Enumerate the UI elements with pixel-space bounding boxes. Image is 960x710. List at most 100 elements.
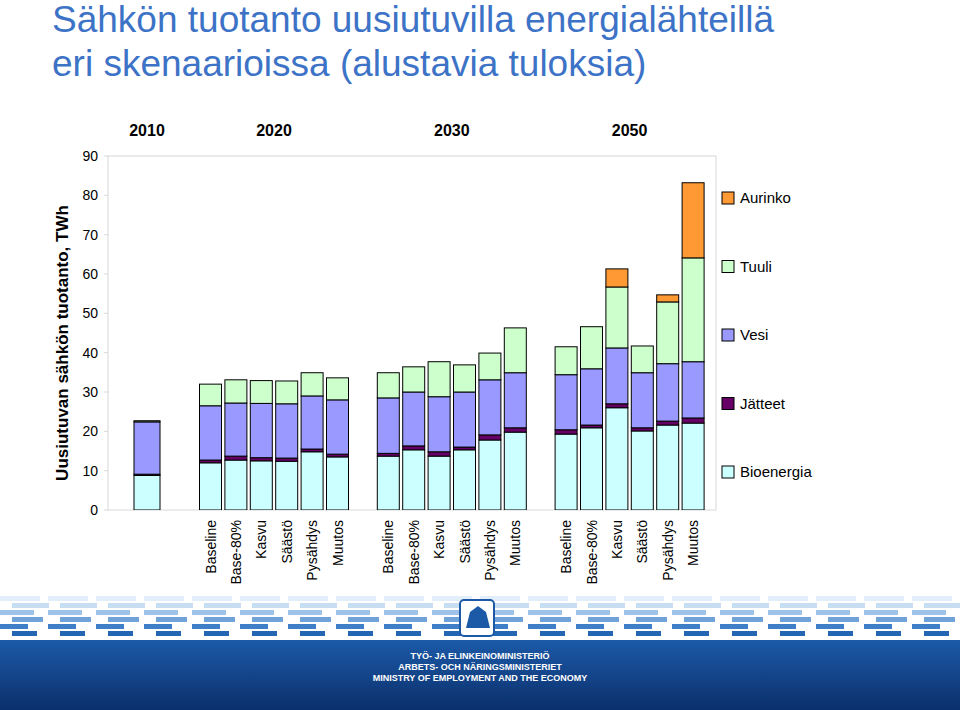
- bars: [134, 183, 704, 510]
- bar-segment: [225, 460, 247, 510]
- x-tick-label: Pysähdys: [660, 520, 676, 581]
- group-label: 2030: [434, 122, 470, 139]
- footer-stripe: [528, 610, 562, 615]
- bar-segment: [682, 258, 704, 362]
- x-tick-label: Baseline: [558, 520, 574, 574]
- footer-stripe: [624, 624, 652, 629]
- x-tick-label: Kasvu: [609, 520, 625, 559]
- footer-stripe: [672, 624, 700, 629]
- footer-stripe: [240, 624, 268, 629]
- footer-stripe: [576, 596, 616, 601]
- bar-segment: [327, 400, 349, 454]
- y-tick: [104, 313, 108, 314]
- group-label: 2020: [256, 122, 292, 139]
- bar-segment: [504, 373, 526, 428]
- footer-stripe: [924, 617, 955, 622]
- y-tick: [104, 431, 108, 432]
- footer-stripe: [684, 617, 715, 622]
- bar-segment: [606, 348, 628, 404]
- bar-segment: [479, 353, 501, 354]
- footer-stripe: [540, 631, 565, 636]
- footer-text: ARBETS- OCH NÄRINGSMINISTERIET: [398, 662, 562, 672]
- legend-label: Tuuli: [740, 258, 772, 275]
- footer-stripe: [252, 617, 283, 622]
- footer-stripe: [48, 596, 88, 601]
- footer-stripe: [396, 603, 433, 608]
- footer-stripe: [204, 617, 235, 622]
- x-tick-label: Baseline: [380, 520, 396, 574]
- footer-stripe: [300, 617, 331, 622]
- bar-segment: [200, 463, 222, 510]
- footer-stripe: [432, 624, 460, 629]
- bar-segment: [134, 420, 160, 421]
- footer-stripe: [636, 617, 667, 622]
- bar-segment: [377, 398, 399, 453]
- footer-stripe: [60, 603, 97, 608]
- footer-stripe: [876, 631, 901, 636]
- y-tick-label: 90: [82, 148, 98, 164]
- x-tick-label: Base-80%: [584, 520, 600, 585]
- footer-stripe: [348, 631, 373, 636]
- bar-segment: [479, 380, 501, 435]
- footer-stripe: [528, 596, 568, 601]
- bar-segment: [454, 450, 476, 510]
- bar-segment: [581, 327, 603, 369]
- bar-segment: [631, 346, 653, 373]
- bar-segment: [428, 362, 450, 397]
- bar-segment: [657, 302, 679, 364]
- footer-stripe: [96, 596, 136, 601]
- footer-stripe: [348, 603, 385, 608]
- footer-stripe: [864, 624, 892, 629]
- footer-stripe: [684, 603, 721, 608]
- bar-segment: [225, 403, 247, 456]
- bar-segment: [682, 423, 704, 510]
- bar-segment: [606, 408, 628, 510]
- footer-stripe: [492, 631, 517, 636]
- footer-stripe: [240, 596, 280, 601]
- footer-stripe: [492, 617, 523, 622]
- bar-segment: [250, 461, 272, 510]
- footer-stripe: [300, 603, 337, 608]
- footer-stripe: [828, 603, 865, 608]
- bar-segment: [250, 380, 272, 381]
- footer-stripe: [912, 596, 952, 601]
- bar-segment: [555, 434, 577, 510]
- bar-segment: [276, 381, 298, 404]
- footer-stripe: [684, 631, 709, 636]
- bar-segment: [682, 183, 704, 258]
- y-ticks: 0102030405060708090: [82, 148, 108, 518]
- footer-stripe: [12, 617, 43, 622]
- y-tick: [104, 352, 108, 353]
- footer-stripe: [48, 624, 76, 629]
- footer-stripe: [636, 631, 661, 636]
- footer-stripe: [12, 631, 37, 636]
- footer-stripe: [924, 603, 960, 608]
- footer-stripe: [336, 610, 370, 615]
- bar-segment: [504, 428, 526, 432]
- bar-segment: [327, 457, 349, 510]
- bar-segment: [200, 384, 222, 406]
- bar-segment: [301, 452, 323, 510]
- footer-stripe: [576, 624, 604, 629]
- footer-stripe: [924, 631, 949, 636]
- footer-stripe: [252, 631, 277, 636]
- y-tick: [104, 392, 108, 393]
- footer-stripe: [780, 631, 805, 636]
- bar-segment: [657, 295, 679, 302]
- bar-segment: [581, 326, 603, 327]
- footer-stripe: [396, 617, 427, 622]
- bar-segment: [682, 418, 704, 423]
- x-tick-label: Säästö: [279, 520, 295, 564]
- footer-stripe: [156, 603, 193, 608]
- title: Sähkön tuotanto uusiutuvilla energialäht…: [52, 0, 774, 84]
- footer-stripe: [576, 610, 610, 615]
- x-tick-label: Muutos: [507, 520, 523, 566]
- emblem-figure: [466, 606, 490, 628]
- x-tick-label: Muutos: [685, 520, 701, 566]
- bar-segment: [657, 364, 679, 421]
- bar-segment: [276, 404, 298, 458]
- footer-stripe: [96, 624, 124, 629]
- footer-stripe: [156, 631, 181, 636]
- bar-segment: [555, 375, 577, 430]
- x-tick-label: Säästö: [457, 520, 473, 564]
